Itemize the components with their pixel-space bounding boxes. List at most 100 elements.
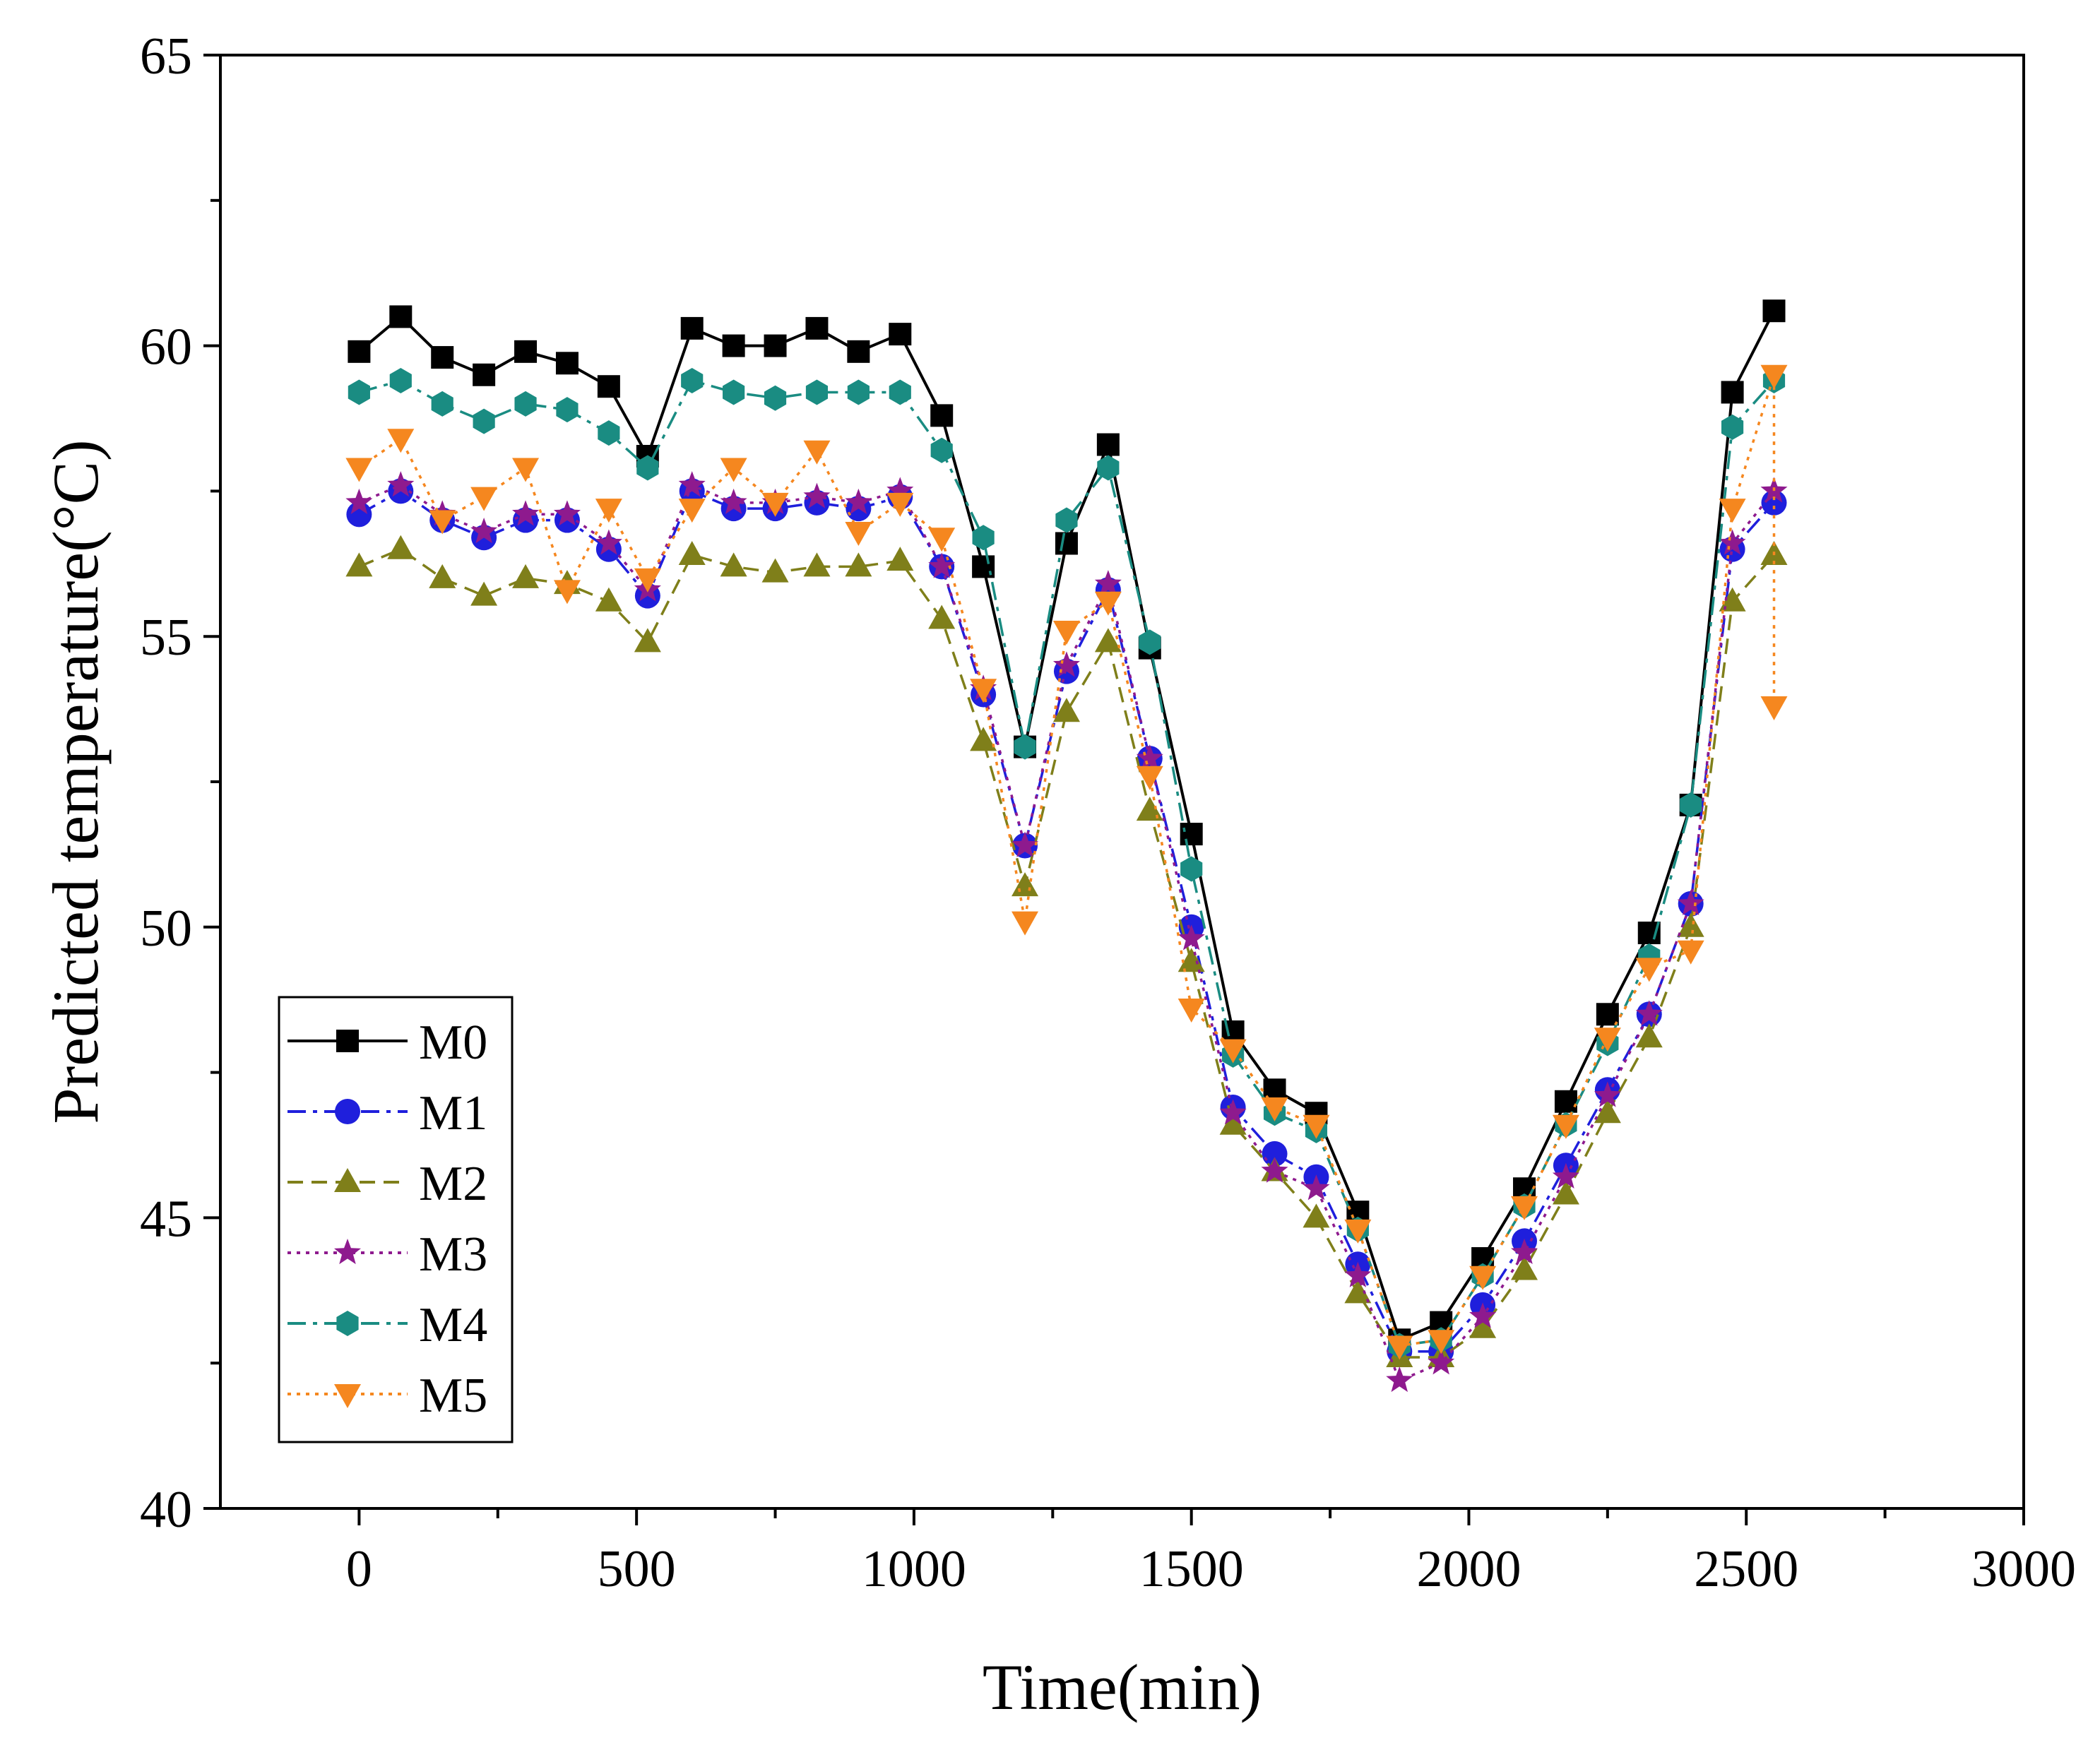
data-point <box>1303 1114 1330 1139</box>
data-point <box>1012 872 1039 897</box>
data-point <box>470 518 498 544</box>
data-point <box>1428 1330 1455 1354</box>
data-point <box>512 458 540 482</box>
x-tick-label: 500 <box>598 1540 676 1598</box>
data-point <box>805 379 829 405</box>
x-axis-title: Time(min) <box>983 1651 1262 1723</box>
data-point <box>1469 1314 1497 1338</box>
data-point <box>1721 414 1744 440</box>
data-point <box>1052 698 1080 722</box>
data-point <box>431 346 454 369</box>
data-point <box>1594 1099 1621 1124</box>
data-point <box>514 391 537 417</box>
data-point <box>1635 1023 1663 1048</box>
legend-marker <box>333 1239 362 1265</box>
data-point <box>886 477 914 503</box>
legend-label: M1 <box>419 1086 487 1140</box>
data-point <box>1219 1039 1247 1064</box>
data-point <box>678 471 706 497</box>
series-layer <box>345 299 1788 1393</box>
data-point <box>886 492 914 517</box>
legend-label: M2 <box>419 1157 487 1211</box>
data-point <box>845 522 872 547</box>
data-point <box>805 316 829 340</box>
data-point <box>1014 734 1036 760</box>
y-tick-label: 60 <box>140 318 192 376</box>
data-point <box>1386 1366 1413 1393</box>
data-point <box>1177 948 1205 972</box>
data-point <box>345 552 373 577</box>
x-tick-label: 1500 <box>1139 1540 1244 1598</box>
data-point <box>889 379 911 405</box>
legend-marker <box>336 1311 359 1336</box>
data-point <box>595 499 622 523</box>
data-point <box>1303 1203 1330 1228</box>
legend: M0 M1 M2 M3 M4 M5 <box>278 996 514 1443</box>
data-point <box>1677 940 1704 965</box>
data-point <box>847 340 870 363</box>
data-point <box>1096 433 1120 456</box>
legend-marker <box>335 1099 360 1124</box>
data-point <box>845 488 872 515</box>
data-point <box>634 568 661 592</box>
series-line <box>358 483 1775 1383</box>
y-tick-label: 40 <box>140 1481 192 1539</box>
data-point <box>764 385 787 411</box>
data-point <box>553 500 581 526</box>
data-point <box>720 488 747 515</box>
data-point <box>1760 364 1788 389</box>
data-point <box>1386 1335 1413 1360</box>
data-point <box>1680 792 1702 818</box>
data-point <box>1344 1261 1372 1287</box>
x-tick-label: 1000 <box>862 1540 966 1598</box>
data-point <box>595 529 622 555</box>
legend-label: M0 <box>419 1016 487 1070</box>
data-point <box>348 379 370 405</box>
data-point <box>720 458 747 482</box>
data-point <box>1344 1219 1372 1244</box>
axis-ticks: 0 500 1000 1500 2000 2500 3000 40 45 50 55 60 65 <box>140 28 2076 1598</box>
data-point <box>1136 744 1163 770</box>
data-point <box>1052 651 1080 677</box>
data-point <box>470 487 498 511</box>
data-point <box>928 552 956 578</box>
data-point <box>1094 628 1122 653</box>
data-point <box>1219 1099 1247 1125</box>
legend-entry: M5 <box>287 1369 487 1423</box>
data-point <box>470 581 498 606</box>
data-point <box>595 587 622 612</box>
data-point <box>930 404 954 427</box>
data-point <box>803 440 831 465</box>
y-tick-label: 45 <box>140 1190 192 1248</box>
data-point <box>348 340 371 363</box>
legend-label: M4 <box>419 1298 487 1352</box>
data-point <box>678 540 706 565</box>
data-point <box>553 580 581 605</box>
data-point <box>387 429 415 453</box>
y-axis-title: Predicted temperature(°C) <box>40 439 112 1124</box>
data-point <box>429 510 456 535</box>
data-point <box>928 605 956 629</box>
data-point <box>389 305 413 328</box>
y-tick-label: 65 <box>140 28 192 85</box>
series-M1 <box>346 478 1787 1364</box>
data-point <box>1177 924 1205 951</box>
data-point <box>1469 1265 1497 1290</box>
data-point <box>473 363 496 386</box>
data-point <box>928 528 956 552</box>
data-point <box>970 727 997 751</box>
data-point <box>636 455 659 481</box>
data-point <box>1677 889 1704 916</box>
data-point <box>1635 1000 1663 1026</box>
data-point <box>1552 1180 1579 1205</box>
data-point <box>1139 629 1161 655</box>
data-point <box>1677 912 1704 937</box>
data-point <box>972 525 995 551</box>
data-point <box>387 535 415 559</box>
data-point <box>1511 1256 1538 1280</box>
series-M3 <box>345 471 1788 1393</box>
data-point <box>556 397 579 423</box>
data-point <box>1055 507 1078 533</box>
data-point <box>1055 532 1078 555</box>
